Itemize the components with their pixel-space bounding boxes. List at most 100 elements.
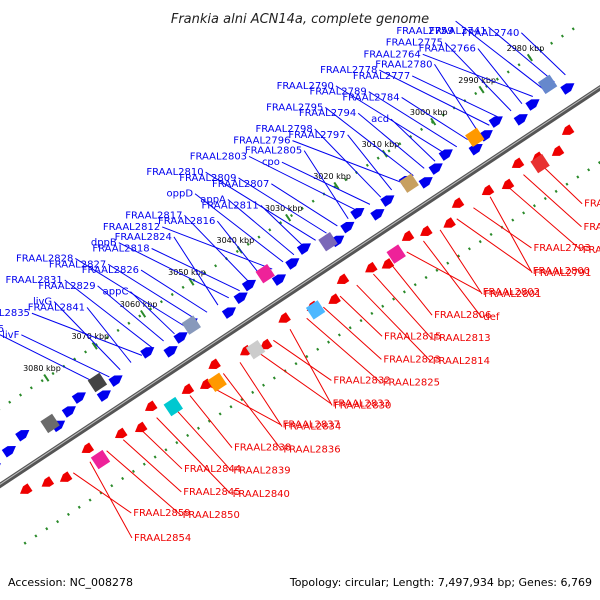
gene-label-appc[interactable]: appC xyxy=(103,287,129,298)
gene-label-fraal2789[interactable]: FRAAL2789 xyxy=(309,87,366,98)
gene-label-fraal2826[interactable]: FRAAL2826 xyxy=(82,265,139,276)
gene-label-fraal2740[interactable]: FRAAL2740 xyxy=(462,28,519,39)
gene-label-fraal2833[interactable]: FRAAL2833 xyxy=(333,398,390,409)
leader-line-fraal2830 xyxy=(289,329,333,406)
gene-label-appa[interactable]: appA xyxy=(200,195,226,206)
gene-label-fraal2809[interactable]: FRAAL2809 xyxy=(179,173,236,184)
gene-label-dppb[interactable]: dppB xyxy=(91,238,117,249)
gene-label-fraal2766[interactable]: FRAAL2766 xyxy=(419,44,476,55)
gene-label-fraal2806[interactable]: FRAAL2806 xyxy=(434,310,491,321)
tick-label-3030-kbp: 3030 kbp xyxy=(265,204,303,213)
gene-label-fraal2775[interactable]: FRAAL2775 xyxy=(386,38,443,49)
forward-gene-27 xyxy=(468,144,483,156)
gene-label-fraal2844[interactable]: FRAAL2844 xyxy=(184,464,241,475)
gene-label-fraal2803[interactable]: FRAAL2803 xyxy=(190,151,247,162)
gene-label-fraal2846[interactable]: FRAAL2846 xyxy=(0,324,4,335)
reverse-gene-3 xyxy=(81,442,95,454)
leader-line-fraal2788 xyxy=(506,185,582,251)
leader-line-fraal2801 xyxy=(439,229,483,295)
leader-line-fraal2806 xyxy=(389,262,433,316)
gene-label-fraal2859[interactable]: FRAAL2859 xyxy=(133,508,190,519)
leader-line-fraal2859 xyxy=(72,472,132,514)
gene-label-fraal2801[interactable]: FRAAL2801 xyxy=(484,289,541,300)
leader-line-fraal2784 xyxy=(401,97,468,141)
gene-label-fraal2770[interactable]: FRAAL2770 xyxy=(584,199,600,210)
forward-gene-8 xyxy=(140,347,155,359)
leader-line-fraal2844 xyxy=(139,428,183,470)
gene-label-fraal2741[interactable]: FRAAL2741 xyxy=(429,26,486,37)
gene-label-fraal2813[interactable]: FRAAL2813 xyxy=(433,333,490,344)
gene-label-fraal2850[interactable]: FRAAL2850 xyxy=(183,510,240,521)
gene-label-fraal2815[interactable]: FRAAL2815 xyxy=(384,331,441,342)
leader-line-fraal2798 xyxy=(314,128,382,198)
gene-label-fraal2841[interactable]: FRAAL2841 xyxy=(28,302,85,313)
forward-gene-9 xyxy=(163,346,178,358)
gene-label-fraal2796[interactable]: FRAAL2796 xyxy=(233,136,290,147)
gene-label-fraal2828[interactable]: FRAAL2828 xyxy=(16,253,73,264)
reverse-gene-16 xyxy=(365,261,378,273)
gene-label-fraal2823[interactable]: FRAAL2823 xyxy=(383,354,440,365)
gene-label-fraal2780[interactable]: FRAAL2780 xyxy=(375,59,432,70)
gene-label-fraal2816[interactable]: FRAAL2816 xyxy=(158,216,215,227)
leader-line-fraal2812 xyxy=(162,226,273,270)
gene-label-fraal2810[interactable]: FRAAL2810 xyxy=(146,167,203,178)
gene-label-fraal2759[interactable]: FRAAL2759 xyxy=(396,26,453,37)
gene-label-fraal2798[interactable]: FRAAL2798 xyxy=(255,124,312,135)
leader-line-fraal2825 xyxy=(306,317,382,383)
tick-label-3020-kbp: 3020 kbp xyxy=(313,172,351,181)
gene-label-cpo[interactable]: cpo xyxy=(262,157,280,168)
gene-label-fraal2795[interactable]: FRAAL2795 xyxy=(266,102,323,113)
gene-label-fraal2825[interactable]: FRAAL2825 xyxy=(383,377,440,388)
gene-label-fraal2836[interactable]: FRAAL2836 xyxy=(283,445,340,456)
gene-label-fraal2845[interactable]: FRAAL2845 xyxy=(183,487,240,498)
tick-mark xyxy=(478,85,485,94)
gene-label-fraal2812[interactable]: FRAAL2812 xyxy=(103,222,160,233)
gene-label-fraal2837[interactable]: FRAAL2837 xyxy=(283,420,340,431)
gene-label-fraal2790[interactable]: FRAAL2790 xyxy=(277,81,334,92)
gene-label-fraal2817[interactable]: FRAAL2817 xyxy=(125,210,182,221)
gene-label-fraal2830[interactable]: FRAAL2830 xyxy=(334,400,391,411)
reverse-gene-2 xyxy=(59,471,73,482)
gene-label-fraal2838[interactable]: FRAAL2838 xyxy=(234,443,291,454)
gene-label-fraal2777[interactable]: FRAAL2777 xyxy=(353,71,410,82)
gene-label-fraal2835[interactable]: FRAAL2835 xyxy=(0,308,30,319)
gene-label-fraal2797[interactable]: FRAAL2797 xyxy=(288,130,345,141)
gene-label-fraal2829[interactable]: FRAAL2829 xyxy=(38,281,95,292)
gene-label-fraal2788[interactable]: FRAAL2788 xyxy=(583,245,600,256)
leader-line-fraal2838 xyxy=(189,395,233,448)
gene-label-fraal2802[interactable]: FRAAL2802 xyxy=(483,287,540,298)
gene-label-def[interactable]: def xyxy=(483,312,500,323)
gene-label-fraal2840[interactable]: FRAAL2840 xyxy=(233,489,290,500)
leader-line-fraal2823 xyxy=(323,306,382,360)
leader-line-fraal2803 xyxy=(248,155,360,213)
gene-label-fraal2832[interactable]: FRAAL2832 xyxy=(333,375,390,386)
gene-label-fraal2794[interactable]: FRAAL2794 xyxy=(299,108,356,119)
leader-line-fraal2814 xyxy=(356,284,432,362)
gene-label-fraal2764[interactable]: FRAAL2764 xyxy=(363,49,420,60)
gene-label-livg[interactable]: livG xyxy=(33,297,52,308)
gene-label-fraal2787[interactable]: FRAAL2787 xyxy=(583,222,600,233)
gene-label-fraal2800[interactable]: FRAAL2800 xyxy=(533,266,590,277)
gene-label-fraal2824[interactable]: FRAAL2824 xyxy=(115,232,172,243)
gene-label-fraal2811[interactable]: FRAAL2811 xyxy=(201,200,258,211)
gene-label-fraal2791[interactable]: FRAAL2791 xyxy=(534,268,591,279)
gene-label-fraal2784[interactable]: FRAAL2784 xyxy=(342,92,399,103)
gene-label-fraal2778[interactable]: FRAAL2778 xyxy=(320,65,377,76)
gene-label-fraal2793[interactable]: FRAAL2793 xyxy=(533,243,590,254)
gene-label-fraal2834[interactable]: FRAAL2834 xyxy=(284,422,341,433)
gene-label-fraal2854[interactable]: FRAAL2854 xyxy=(134,533,191,544)
forward-gene-26 xyxy=(438,149,453,161)
gene-label-acd[interactable]: acd xyxy=(371,114,389,125)
gene-label-fraal2831[interactable]: FRAAL2831 xyxy=(5,275,62,286)
gene-label-oppd[interactable]: oppD xyxy=(167,189,194,200)
leader-line-fraal2833 xyxy=(256,350,331,404)
gene-label-fraal2827[interactable]: FRAAL2827 xyxy=(49,259,106,270)
gene-label-livf[interactable]: livF xyxy=(2,330,19,341)
gene-label-fraal2805[interactable]: FRAAL2805 xyxy=(245,146,302,157)
gene-label-fraal2818[interactable]: FRAAL2818 xyxy=(92,244,149,255)
forward-gene-1 xyxy=(1,446,16,458)
gene-label-fraal2814[interactable]: FRAAL2814 xyxy=(433,356,490,367)
gene-label-fraal2839[interactable]: FRAAL2839 xyxy=(233,466,290,477)
leader-line-fraal2766 xyxy=(477,48,523,104)
gene-label-fraal2807[interactable]: FRAAL2807 xyxy=(212,179,269,190)
